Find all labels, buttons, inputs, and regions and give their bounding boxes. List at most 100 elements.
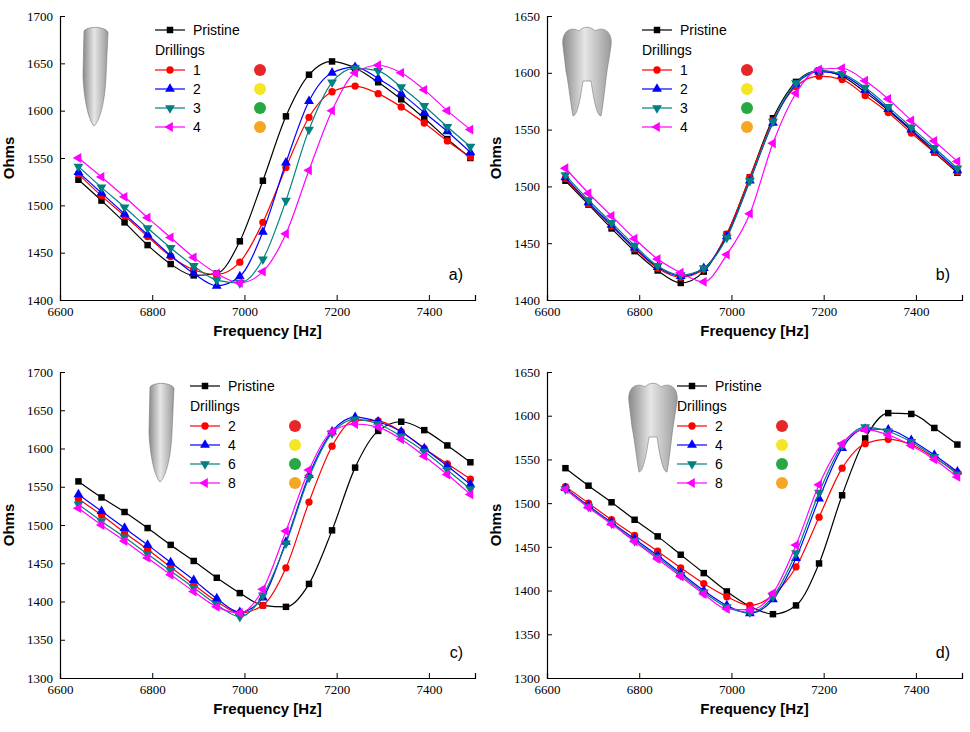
series-marker [465, 125, 474, 135]
x-tick-label: 6800 [627, 304, 653, 319]
panel-label: b) [936, 266, 950, 283]
y-tick-label: 1550 [27, 151, 53, 166]
y-tick-mark [547, 634, 552, 635]
legend-label: 4 [680, 119, 688, 135]
legend-dot [741, 121, 753, 133]
series-marker [836, 63, 845, 73]
series-marker [467, 459, 473, 465]
legend-marker [687, 461, 697, 470]
series-marker [698, 589, 707, 599]
legend-label: Pristine [680, 22, 727, 38]
series-marker [929, 136, 938, 146]
series-line [565, 439, 957, 605]
series-marker [143, 539, 153, 548]
y-tick-label: 1600 [514, 65, 540, 80]
series-marker [306, 71, 312, 77]
legend-dot [254, 102, 266, 114]
series-marker [906, 441, 915, 451]
series-line [565, 413, 957, 614]
legend-marker [202, 383, 208, 389]
legend-label: 2 [715, 418, 723, 434]
series-marker [73, 153, 82, 163]
series-marker [329, 58, 335, 64]
y-axis: 13001350140014501500155016001650 [514, 365, 552, 686]
series-marker [790, 540, 799, 550]
y-tick: 1500 [27, 198, 65, 213]
y-tick-label: 1600 [27, 441, 53, 456]
y-axis: 140014501500155016001650 [514, 9, 552, 308]
y-tick-mark [60, 525, 65, 526]
series-marker [698, 277, 707, 287]
series-marker [838, 465, 845, 472]
legend-dot [741, 102, 753, 114]
y-tick-label: 1550 [27, 479, 53, 494]
legend-label: 1 [193, 62, 201, 78]
y-tick: 1550 [27, 151, 65, 166]
y-tick-label: 1650 [514, 9, 540, 24]
series-line [565, 72, 957, 276]
x-tick: 7200 [811, 295, 837, 319]
series-marker [326, 106, 335, 116]
series-marker [583, 503, 592, 513]
series-marker [560, 484, 569, 494]
series-marker [860, 84, 870, 93]
series-marker [839, 492, 845, 498]
x-tick-label: 7000 [719, 304, 745, 319]
y-tick-mark [547, 459, 552, 460]
series-marker [465, 144, 475, 153]
series-marker [929, 145, 939, 154]
y-tick-mark [60, 111, 65, 112]
series-marker [859, 425, 868, 435]
series-marker [259, 602, 266, 609]
series-marker [396, 434, 405, 444]
y-axis: 130013501400145015001550160016501700 [27, 365, 65, 686]
series-marker [442, 106, 451, 116]
series-marker [883, 104, 893, 113]
legend-label: 3 [680, 100, 688, 116]
series-marker [931, 425, 937, 431]
x-axis: 66006800700072007400 [48, 673, 476, 697]
legend-label: Pristine [228, 378, 275, 394]
legend-dot [776, 477, 788, 489]
y-tick-label: 1650 [514, 365, 540, 380]
series-marker [121, 509, 127, 515]
x-tick: 6800 [140, 295, 166, 319]
legend-label: 1 [680, 62, 688, 78]
x-axis-title: Frequency [Hz] [213, 322, 321, 339]
legend-marker [653, 66, 660, 73]
x-tick: 7400 [416, 673, 442, 697]
y-tick-label: 1450 [27, 556, 53, 571]
y-tick-mark [60, 602, 65, 603]
series-line [78, 68, 470, 283]
legend-dot [289, 420, 301, 432]
x-axis: 66006800700072007400 [535, 295, 963, 319]
y-tick-label: 1450 [514, 540, 540, 555]
series-marker [860, 85, 870, 94]
series-marker [607, 220, 617, 229]
y-tick-label: 1550 [514, 452, 540, 467]
x-tick-mark [639, 673, 640, 678]
series-marker [675, 268, 684, 278]
series-marker [836, 439, 845, 449]
series-marker [652, 254, 661, 264]
x-tick-label: 7400 [416, 304, 442, 319]
series-marker [723, 593, 730, 600]
series-marker [96, 172, 105, 182]
series-marker [143, 225, 153, 234]
x-axis-title: Frequency [Hz] [700, 322, 808, 339]
series-marker [906, 124, 916, 133]
series-marker [952, 472, 961, 482]
legend-label: 8 [228, 475, 236, 491]
legend-label: 6 [715, 456, 723, 472]
legend-marker [686, 478, 695, 488]
series-marker [677, 551, 683, 557]
legend-marker [200, 461, 210, 470]
y-tick-mark [60, 253, 65, 254]
series-marker [790, 88, 799, 98]
legend-marker [654, 27, 660, 33]
x-tick-mark [429, 673, 430, 678]
y-axis-title: Ohms [487, 504, 504, 547]
y-tick-label: 1450 [27, 245, 53, 260]
series-marker [167, 542, 173, 548]
legend-dot [254, 121, 266, 133]
